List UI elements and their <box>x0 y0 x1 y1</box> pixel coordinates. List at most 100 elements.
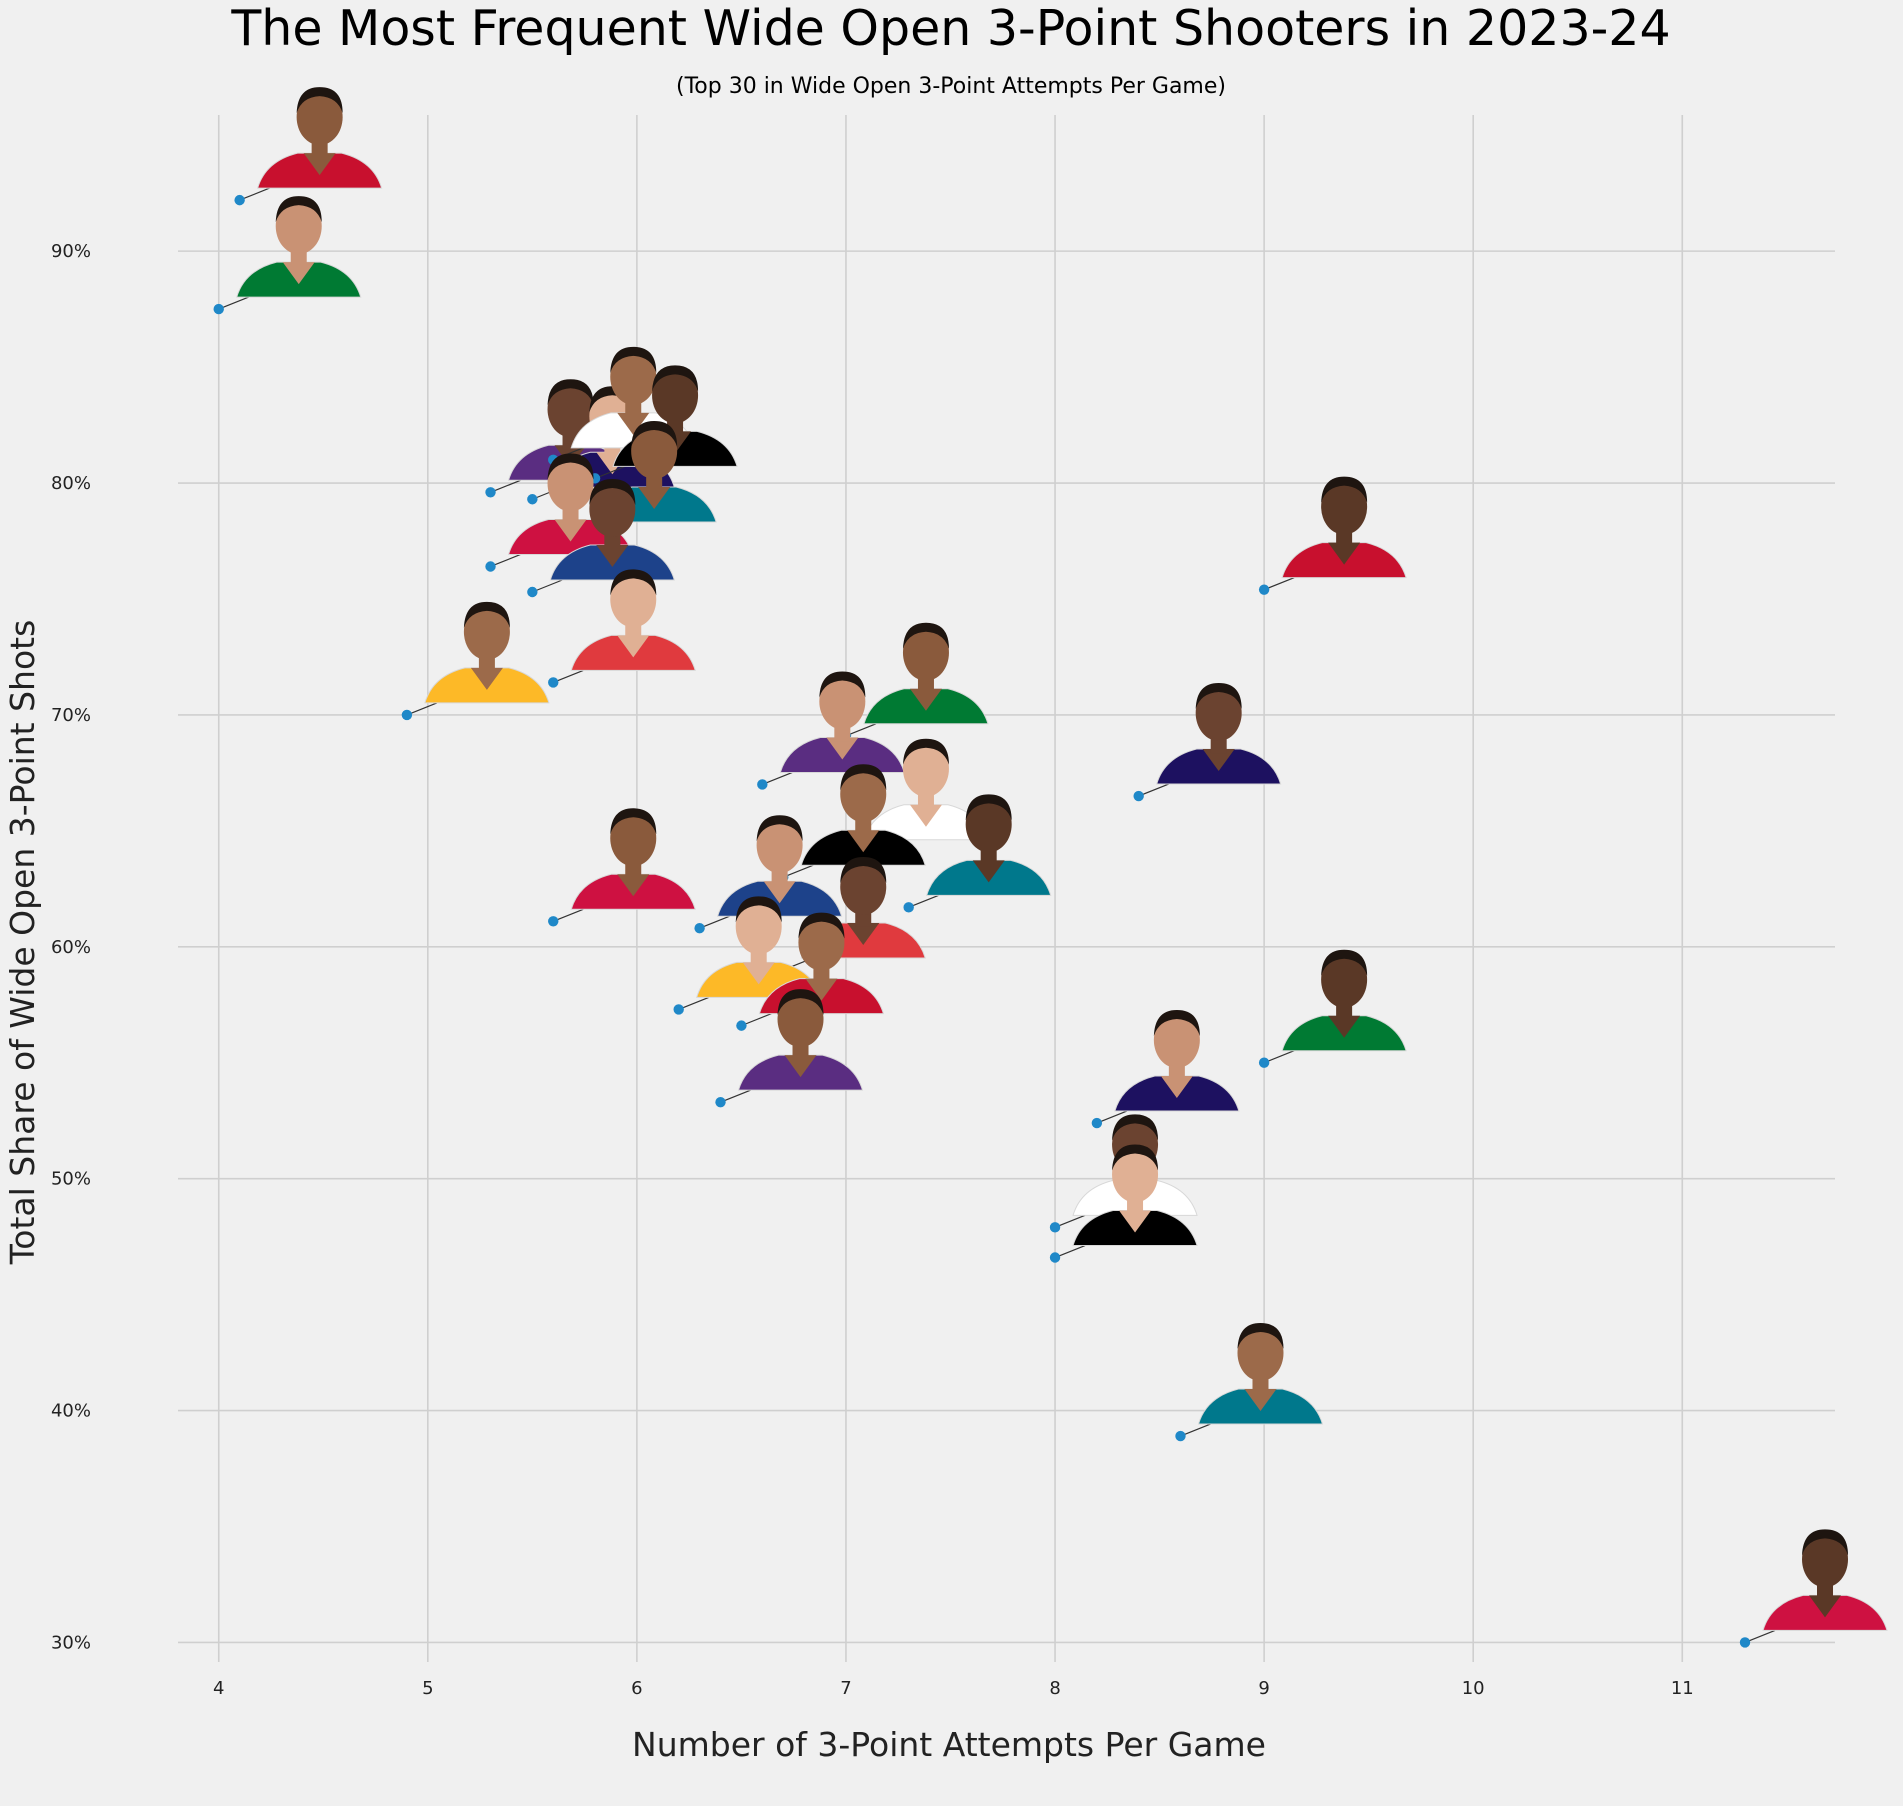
hair <box>965 794 1012 821</box>
leader-line <box>762 771 793 786</box>
points-layer <box>213 87 1888 1648</box>
x-axis-label: Number of 3-Point Attempts Per Game <box>632 1725 1266 1764</box>
point-marker <box>1049 1222 1061 1233</box>
point-marker <box>485 487 496 498</box>
face <box>275 198 322 255</box>
point-marker <box>757 779 768 790</box>
point-marker <box>527 494 538 505</box>
player-headshot <box>716 815 843 917</box>
neck-shape <box>1119 1210 1152 1233</box>
point-marker <box>1091 1117 1103 1129</box>
face <box>589 481 636 537</box>
neck-shape <box>638 487 671 510</box>
hair <box>610 569 657 596</box>
hair <box>840 856 887 883</box>
point-marker <box>673 1004 684 1015</box>
face <box>965 796 1012 853</box>
data-point <box>548 569 696 688</box>
data-point <box>401 601 550 721</box>
chart-subtitle: (Top 30 in Wide Open 3-Point Attempts Pe… <box>676 74 1226 99</box>
hair <box>1321 949 1368 976</box>
leader-line <box>1263 577 1295 591</box>
face <box>547 381 594 438</box>
player-headshot <box>863 738 989 841</box>
leader-line <box>553 908 584 922</box>
leader-line <box>532 579 563 593</box>
player-headshot <box>1281 476 1407 579</box>
point-marker <box>1739 1637 1751 1648</box>
x-tick-label: 10 <box>1462 1678 1485 1699</box>
hair <box>1195 683 1242 710</box>
neck-shape <box>554 519 587 542</box>
x-tick-label: 11 <box>1671 1678 1694 1699</box>
hair <box>840 764 887 791</box>
data-point <box>840 738 989 857</box>
face <box>902 740 949 797</box>
hair <box>1153 1010 1200 1037</box>
neck-shape <box>617 412 650 435</box>
face <box>756 817 803 874</box>
y-tick-label: 40% <box>51 1401 91 1422</box>
leader-line <box>553 669 584 683</box>
y-tick-label: 50% <box>51 1169 91 1190</box>
face <box>296 89 343 146</box>
neck-shape <box>470 667 503 690</box>
point-marker <box>213 303 224 315</box>
x-tick-label: 8 <box>1049 1678 1060 1699</box>
player-headshot <box>800 764 926 866</box>
point-marker <box>234 194 245 206</box>
face <box>1112 1146 1159 1203</box>
point-marker <box>903 902 914 913</box>
neck-shape <box>617 635 650 658</box>
neck-shape <box>847 830 880 853</box>
player-headshot <box>696 896 822 998</box>
face <box>1802 1531 1849 1588</box>
point-marker <box>736 1020 747 1031</box>
face <box>610 571 657 628</box>
data-point <box>1258 476 1407 595</box>
data-point <box>1258 949 1407 1068</box>
hair <box>819 671 866 698</box>
data-point <box>1175 1323 1324 1442</box>
neck-shape <box>617 874 650 897</box>
face <box>1153 1012 1200 1069</box>
hair <box>296 87 343 114</box>
hair <box>275 196 322 223</box>
data-point <box>213 196 362 315</box>
face <box>463 603 510 660</box>
player-headshot <box>1281 949 1407 1052</box>
point-marker <box>1175 1430 1186 1442</box>
grid-layer <box>178 115 1835 1662</box>
y-tick-label: 90% <box>51 241 91 262</box>
hair <box>547 379 594 406</box>
leader-line <box>490 553 521 568</box>
leader-line <box>741 1013 772 1027</box>
data-point <box>234 87 383 206</box>
neck-shape <box>826 737 859 760</box>
neck-shape <box>1328 1015 1361 1038</box>
face <box>631 423 678 480</box>
neck-shape <box>282 262 315 285</box>
neck-shape <box>742 962 775 985</box>
neck-shape <box>847 922 880 945</box>
neck-shape <box>763 881 796 904</box>
x-tick-label: 6 <box>631 1678 642 1699</box>
hair <box>902 738 949 765</box>
hair <box>1112 1144 1159 1171</box>
hair <box>902 622 949 649</box>
leader-line <box>1180 1423 1211 1437</box>
data-point <box>1133 683 1282 802</box>
x-tick-label: 5 <box>422 1678 433 1699</box>
data-point <box>1739 1529 1888 1648</box>
player-headshot <box>236 196 362 298</box>
leader-line <box>1138 783 1169 797</box>
hair <box>547 453 594 480</box>
hair <box>1237 1323 1284 1350</box>
leader-line <box>1263 1050 1295 1064</box>
leader-line <box>783 864 814 878</box>
face <box>840 766 887 823</box>
hair <box>756 815 803 842</box>
face <box>652 367 699 424</box>
point-marker <box>548 916 559 927</box>
